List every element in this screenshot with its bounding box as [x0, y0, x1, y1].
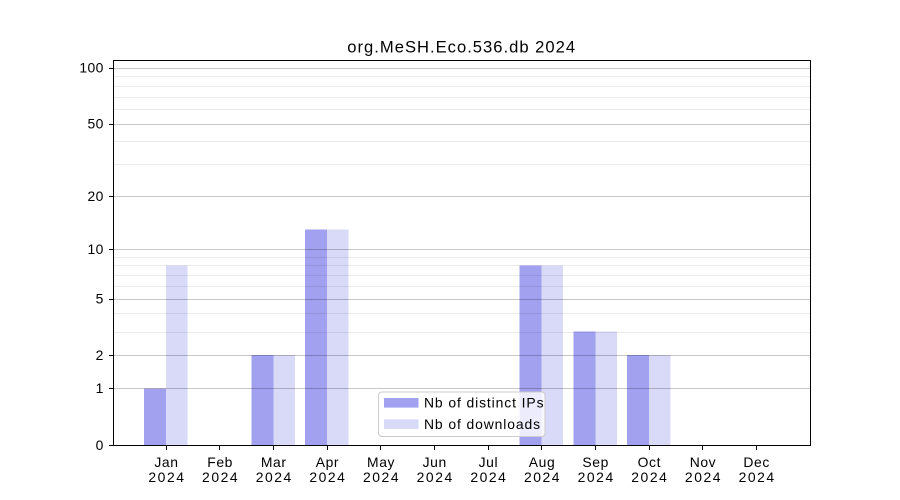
svg-text:5: 5: [96, 290, 104, 306]
svg-text:2024: 2024: [524, 469, 561, 485]
svg-text:2024: 2024: [309, 469, 346, 485]
svg-text:2024: 2024: [631, 469, 668, 485]
svg-text:Feb: Feb: [207, 454, 233, 470]
svg-text:10: 10: [88, 241, 104, 257]
svg-text:2024: 2024: [685, 469, 722, 485]
svg-text:Sep: Sep: [582, 454, 609, 470]
svg-text:2024: 2024: [256, 469, 293, 485]
svg-text:Oct: Oct: [638, 454, 661, 470]
svg-text:org.MeSH.Eco.536.db 2024: org.MeSH.Eco.536.db 2024: [347, 38, 576, 57]
svg-text:Nb of downloads: Nb of downloads: [424, 416, 541, 432]
svg-text:Aug: Aug: [529, 454, 556, 470]
svg-text:Jul: Jul: [479, 454, 499, 470]
svg-text:2024: 2024: [202, 469, 239, 485]
svg-text:100: 100: [79, 60, 103, 76]
svg-text:2024: 2024: [739, 469, 776, 485]
svg-text:Dec: Dec: [743, 454, 770, 470]
svg-text:50: 50: [88, 115, 104, 131]
svg-text:2024: 2024: [417, 469, 454, 485]
svg-text:Apr: Apr: [316, 454, 339, 470]
svg-text:May: May: [367, 454, 395, 470]
svg-text:1: 1: [96, 380, 104, 396]
svg-text:2024: 2024: [148, 469, 185, 485]
svg-text:Jan: Jan: [154, 454, 178, 470]
svg-text:Nb of distinct IPs: Nb of distinct IPs: [424, 395, 544, 411]
svg-text:Mar: Mar: [261, 454, 287, 470]
svg-text:20: 20: [88, 188, 104, 204]
svg-text:Jun: Jun: [423, 454, 447, 470]
svg-text:2: 2: [96, 347, 104, 363]
svg-text:0: 0: [96, 437, 104, 453]
svg-text:Nov: Nov: [690, 454, 717, 470]
svg-text:2024: 2024: [470, 469, 507, 485]
svg-text:2024: 2024: [363, 469, 400, 485]
svg-text:2024: 2024: [578, 469, 615, 485]
